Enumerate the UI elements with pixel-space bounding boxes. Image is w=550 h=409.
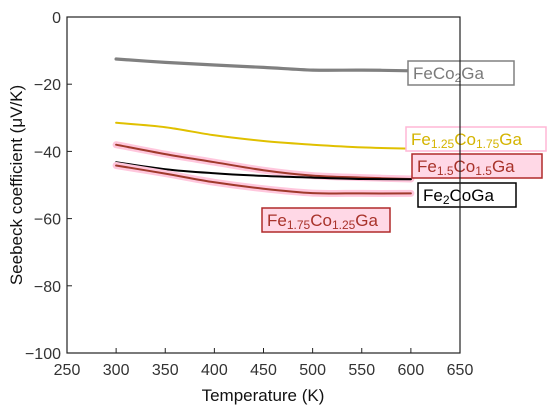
- series-label-box: [407, 60, 515, 86]
- series-line: [115, 143, 412, 180]
- series-layer: [112, 57, 415, 197]
- x-tick-label: 250: [54, 362, 81, 379]
- series-label-part: Ga: [355, 211, 378, 230]
- series-line: [115, 161, 412, 181]
- series-label-part: Ga: [461, 64, 484, 83]
- x-tick-label: 650: [447, 362, 474, 379]
- y-tick-label: −80: [34, 279, 61, 296]
- x-tick-label: 450: [250, 362, 277, 379]
- x-tick-label: 400: [201, 362, 228, 379]
- series-label-part: Co: [454, 130, 476, 149]
- series-label: FeCo2Ga: [407, 60, 515, 86]
- series-label-subscript: 1.75: [476, 137, 500, 151]
- y-tick-label: −100: [25, 346, 61, 363]
- y-tick-label: −20: [34, 77, 61, 94]
- y-tick-label: −60: [34, 212, 61, 229]
- series-label-part: Fe: [267, 211, 287, 230]
- x-tick-label: 300: [103, 362, 130, 379]
- series-label-part: Ga: [492, 157, 515, 176]
- series-label: Fe1.5Co1.5Ga: [411, 153, 543, 179]
- series-label-part: Co: [454, 157, 476, 176]
- y-tick-label: −40: [34, 144, 61, 161]
- series-label-layer: FeCo2GaFe1.25Co1.75GaFe1.5Co1.5GaFe2CoGa…: [261, 60, 547, 233]
- series-label-text: Fe1.25Co1.75Ga: [411, 130, 523, 151]
- series-label-text: Fe2CoGa: [423, 186, 494, 207]
- series-label-box: [411, 153, 543, 179]
- series-label-subscript: 1.25: [431, 137, 455, 151]
- x-tick-label: 550: [348, 362, 375, 379]
- series-label-text: Fe1.75Co1.25Ga: [267, 211, 379, 232]
- series-label-text: Fe1.5Co1.5Ga: [417, 157, 515, 178]
- tick-layer: 250 300 350 400 450 500 550 600 650 0 −20 −40 −60 −80…: [25, 10, 473, 379]
- series-label-subscript: 1.75: [287, 218, 311, 232]
- series-label-part: CoGa: [450, 186, 495, 205]
- series-label-part: Co: [310, 211, 332, 230]
- x-axis-title: Temperature (K): [202, 386, 325, 405]
- series-label-subscript: 1.5: [475, 164, 492, 178]
- series-label-subscript: 2: [443, 193, 450, 207]
- y-axis-title: Seebeck coefficient (μV/K): [7, 85, 26, 285]
- series-label-subscript: 1.5: [437, 164, 454, 178]
- series-label-part: Fe: [411, 130, 431, 149]
- series-line: [114, 57, 413, 73]
- series-line: [115, 164, 412, 195]
- series-label-box: [405, 126, 547, 152]
- series-label-subscript: 2: [455, 71, 462, 85]
- series-label-subscript: 1.25: [332, 218, 356, 232]
- series-label-part: Fe: [413, 64, 433, 83]
- series-label-part: Fe: [417, 157, 437, 176]
- series-label-box: [417, 182, 517, 208]
- x-tick-label: 350: [152, 362, 179, 379]
- series-label: Fe1.25Co1.75Ga: [405, 126, 547, 152]
- series-label-part: Co: [433, 64, 455, 83]
- series-label-part: Fe: [423, 186, 443, 205]
- y-tick-label: 0: [52, 10, 61, 27]
- series-line: [115, 121, 412, 150]
- x-tick-label: 500: [299, 362, 326, 379]
- series-label: Fe2CoGa: [417, 182, 517, 208]
- series-label: Fe1.75Co1.25Ga: [261, 207, 391, 233]
- series-label-part: Ga: [499, 130, 522, 149]
- series-label-text: FeCo2Ga: [413, 64, 484, 85]
- series-label-box: [261, 207, 391, 233]
- x-tick-label: 600: [398, 362, 425, 379]
